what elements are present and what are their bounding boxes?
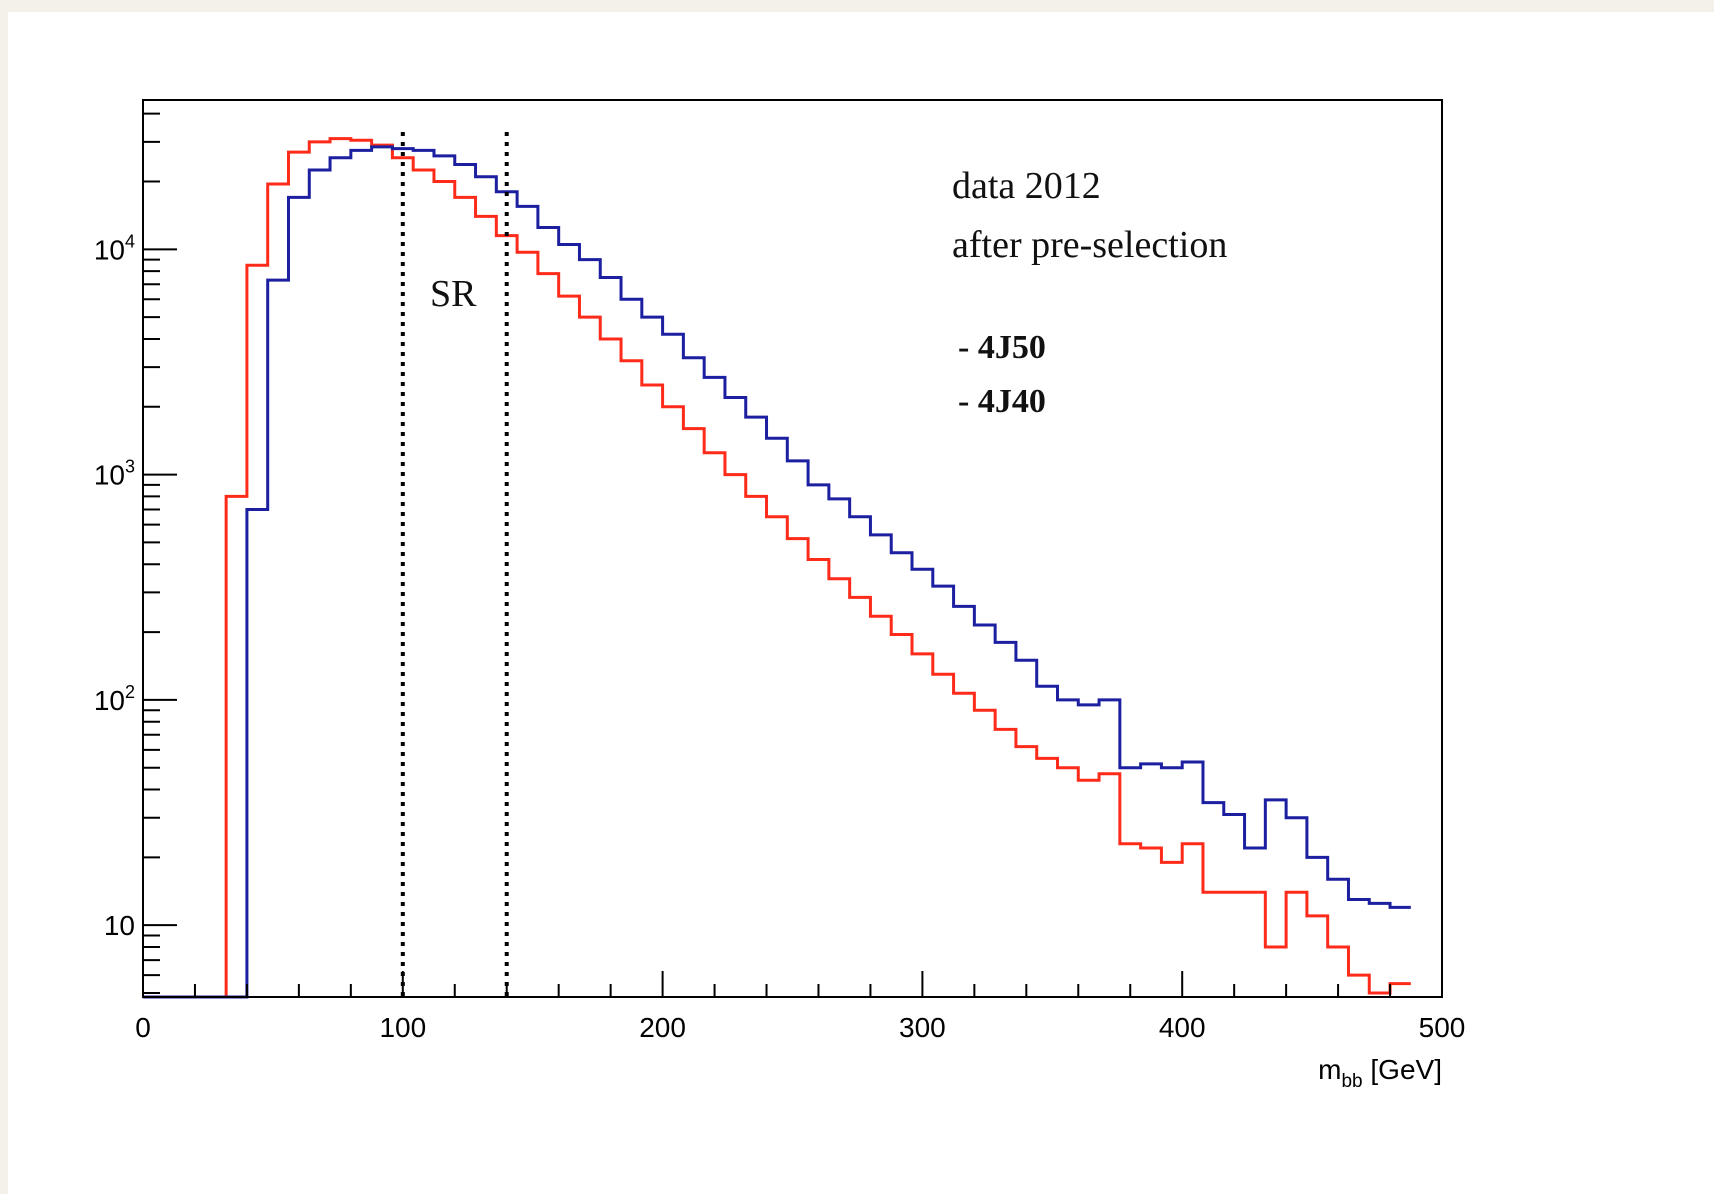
plot-frame — [142, 99, 1443, 998]
tick-labels-layer: 0 100 200 300 400 500 104 103 102 10 mbb [GeV] — [94, 231, 1466, 1092]
x-tick-label: 0 — [135, 1012, 151, 1043]
series-layer — [143, 137, 1411, 999]
axes-layer — [142, 99, 1443, 998]
histogram-series-4j50 — [143, 145, 1411, 999]
annotations-layer: SR data 2012 after pre-selection - 4J50 … — [430, 165, 1227, 420]
x-tick-label: 100 — [379, 1012, 426, 1043]
figure-panel: 0 100 200 300 400 500 104 103 102 10 mbb [GeV] SR … — [8, 12, 1714, 1194]
legend-entry-4j50: - 4J50 — [958, 329, 1046, 366]
signal-region-label: SR — [430, 273, 477, 315]
x-tick-label: 400 — [1159, 1012, 1206, 1043]
dataset-label: data 2012 — [952, 165, 1101, 207]
histogram-series-4j40 — [143, 137, 1411, 999]
x-tick-label: 500 — [1419, 1012, 1466, 1043]
x-tick-label: 300 — [899, 1012, 946, 1043]
selection-label: after pre-selection — [952, 224, 1227, 266]
y-tick-label: 10 — [104, 910, 135, 941]
x-axis-title: mbb [GeV] — [1318, 1054, 1442, 1092]
legend-entry-4j40: - 4J40 — [958, 383, 1046, 420]
reference-lines-layer — [400, 132, 509, 997]
y-tick-label: 104 — [94, 231, 135, 265]
y-tick-label: 102 — [94, 682, 135, 716]
y-tick-label: 103 — [94, 457, 135, 491]
x-tick-label: 200 — [639, 1012, 686, 1043]
histogram-plot: 0 100 200 300 400 500 104 103 102 10 mbb [GeV] SR … — [94, 99, 1466, 1092]
